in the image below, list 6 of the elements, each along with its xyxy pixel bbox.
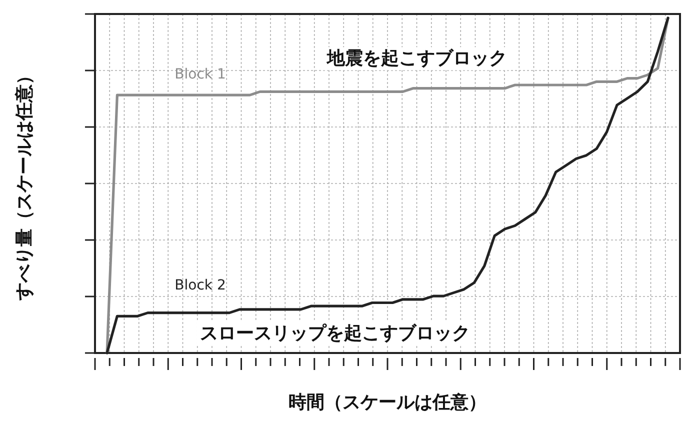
y-axis-title: すべり量（スケールは任意） bbox=[14, 66, 35, 302]
x-axis-title: 時間（スケールは任意） bbox=[288, 392, 486, 413]
series-label: Block 1 bbox=[174, 66, 226, 82]
annotation: スロースリップを起こすブロック bbox=[200, 322, 470, 344]
annotation: 地震を起こすブロック bbox=[326, 48, 507, 70]
series-label: Block 2 bbox=[174, 277, 226, 294]
